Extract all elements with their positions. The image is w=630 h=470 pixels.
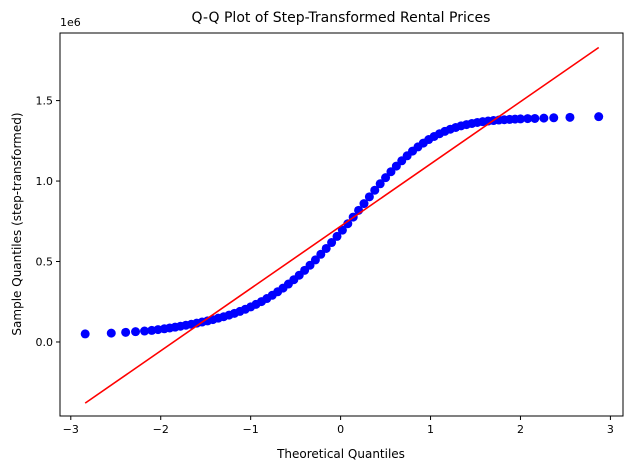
data-point — [549, 113, 559, 123]
reference-line — [84, 46, 600, 404]
data-point — [310, 255, 320, 265]
y-tick-label: 0.0 — [36, 336, 54, 349]
x-tick-label: −3 — [63, 423, 79, 436]
data-point — [140, 326, 150, 336]
plot-frame — [59, 32, 624, 417]
data-point — [515, 114, 525, 124]
data-point — [381, 173, 391, 183]
sample-points — [80, 112, 604, 339]
y-tick-label: 1.0 — [36, 175, 54, 188]
x-tick-label: 0 — [337, 423, 344, 436]
data-point — [131, 327, 141, 337]
axis-ticks: −3 −2 −1 0 1 2 3 0.0 0.5 1.0 1.5 — [36, 95, 614, 436]
data-point — [327, 238, 337, 248]
data-point — [530, 113, 540, 123]
data-point — [565, 112, 575, 122]
data-point — [539, 113, 549, 123]
data-point — [359, 199, 369, 209]
data-point — [594, 112, 604, 122]
x-axis-label: Theoretical Quantiles — [276, 447, 405, 461]
reference-line-segment — [84, 46, 600, 404]
data-point — [316, 249, 326, 259]
data-point — [370, 185, 380, 195]
y-axis-label: Sample Quantiles (step-transformed) — [10, 112, 24, 335]
x-tick-label: −1 — [243, 423, 259, 436]
data-point — [121, 327, 131, 337]
x-tick-label: 1 — [427, 423, 434, 436]
data-point — [106, 328, 116, 338]
y-tick-label: 1.5 — [36, 95, 54, 108]
data-point — [332, 231, 342, 241]
data-point — [337, 225, 347, 235]
chart-title: Q-Q Plot of Step-Transformed Rental Pric… — [192, 10, 491, 26]
data-point — [375, 179, 385, 189]
data-point — [343, 219, 353, 229]
y-tick-label: 0.5 — [36, 256, 54, 269]
data-point — [364, 192, 374, 202]
data-point — [523, 114, 533, 124]
x-tick-label: 3 — [607, 423, 614, 436]
x-tick-label: −2 — [153, 423, 169, 436]
data-point — [80, 329, 90, 339]
data-point — [386, 167, 396, 177]
y-axis-offset-label: 1e6 — [60, 16, 81, 29]
x-tick-label: 2 — [517, 423, 524, 436]
data-point — [321, 243, 331, 253]
